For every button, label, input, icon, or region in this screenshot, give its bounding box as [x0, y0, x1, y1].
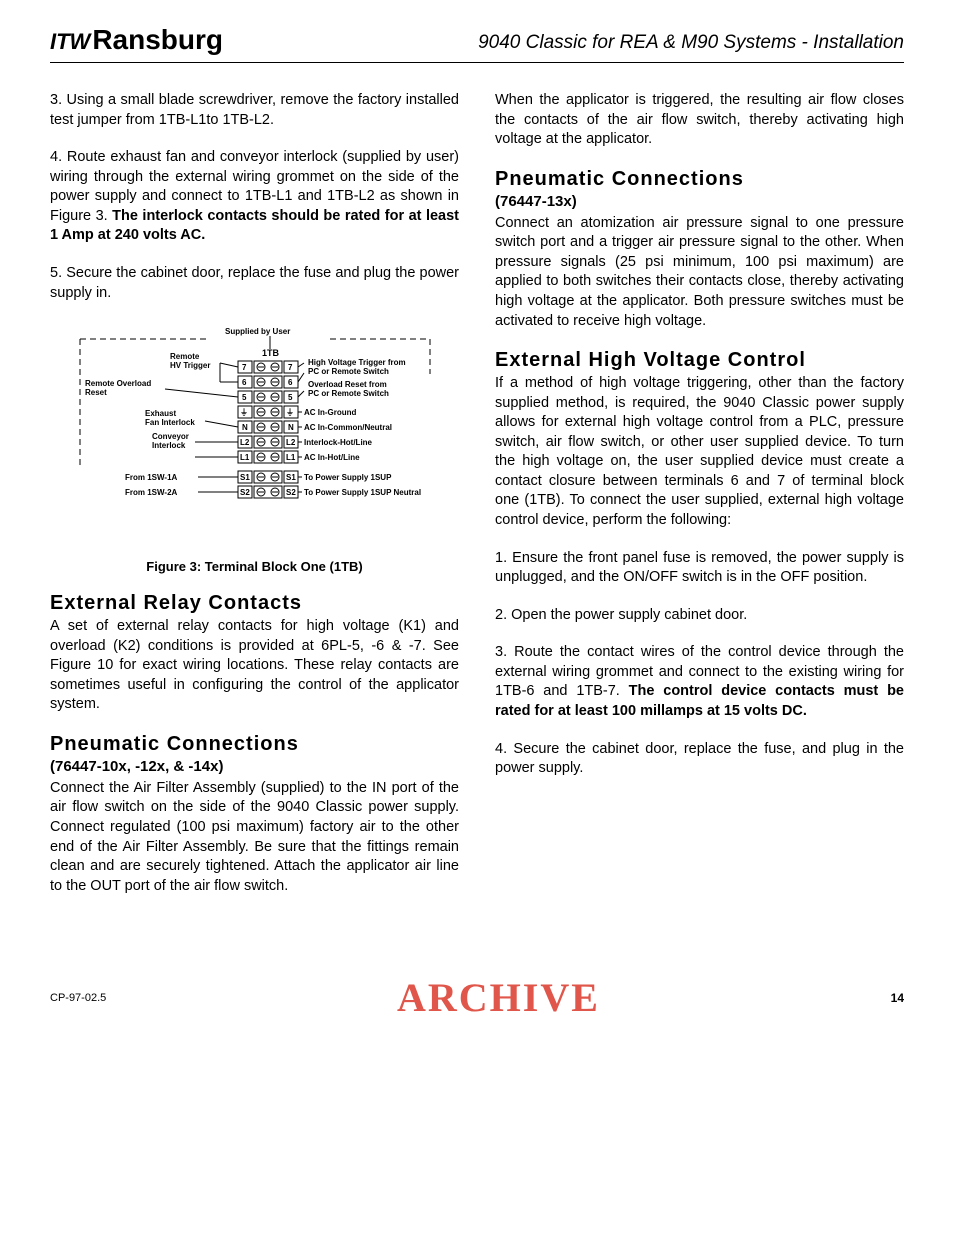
- left-column: 3. Using a small blade screwdriver, remo…: [50, 91, 459, 914]
- svg-text:5: 5: [288, 393, 293, 402]
- paragraph-3: 3. Using a small blade screwdriver, remo…: [50, 91, 459, 130]
- svg-text:RemoteHV Trigger: RemoteHV Trigger: [170, 352, 210, 370]
- para4-bold: The interlock contacts should be rated f…: [50, 208, 459, 244]
- svg-text:AC In-Common/Neutral: AC In-Common/Neutral: [304, 423, 392, 432]
- right-column: When the applicator is triggered, the re…: [495, 91, 904, 914]
- svg-text:ExhaustFan Interlock: ExhaustFan Interlock: [145, 409, 195, 427]
- svg-text:7: 7: [242, 363, 247, 372]
- svg-text:From 1SW-2A: From 1SW-2A: [125, 488, 178, 497]
- doc-id: CP-97-02.5: [50, 992, 106, 1004]
- svg-text:Remote OverloadReset: Remote OverloadReset: [85, 379, 151, 397]
- svg-text:S2: S2: [286, 488, 296, 497]
- heading-pneumatic-1: Pneumatic Connections: [50, 733, 459, 756]
- svg-text:N: N: [288, 423, 294, 432]
- external-hv-body: If a method of high voltage triggering, …: [495, 374, 904, 531]
- figure-3-caption: Figure 3: Terminal Block One (1TB): [50, 559, 459, 574]
- svg-text:5: 5: [242, 393, 247, 402]
- svg-text:ConveyorInterlock: ConveyorInterlock: [152, 432, 189, 450]
- paragraph-4: 4. Route exhaust fan and conveyor interl…: [50, 148, 459, 246]
- paragraph-5: 5. Secure the cabinet door, replace the …: [50, 264, 459, 303]
- terminal-rows: 7 7 6 6: [238, 361, 298, 498]
- svg-text:To Power Supply 1SUP: To Power Supply 1SUP: [304, 473, 392, 482]
- svg-text:AC In-Ground: AC In-Ground: [304, 408, 357, 417]
- page-footer: CP-97-02.5 ARCHIVE 14: [50, 974, 904, 1021]
- svg-text:⏚: ⏚: [286, 408, 294, 417]
- page-title: 9040 Classic for REA & M90 Systems - Ins…: [263, 32, 904, 54]
- svg-text:⏚: ⏚: [240, 408, 248, 417]
- logo-itw: ITW: [50, 29, 90, 55]
- archive-stamp: ARCHIVE: [106, 974, 890, 1021]
- svg-text:7: 7: [288, 363, 293, 372]
- svg-text:6: 6: [288, 378, 293, 387]
- step-3: 3. Route the contact wires of the contro…: [495, 643, 904, 721]
- svg-text:6: 6: [242, 378, 247, 387]
- pneumatic-2-subhead: (76447-13x): [495, 193, 904, 210]
- svg-text:S2: S2: [240, 488, 250, 497]
- page-header: ITWRansburg 9040 Classic for REA & M90 S…: [50, 24, 904, 63]
- terminal-block-diagram: Supplied by User 1TB 7 7: [70, 321, 440, 551]
- top-paragraph: When the applicator is triggered, the re…: [495, 91, 904, 150]
- pneumatic-2-body: Connect an atomization air pressure sign…: [495, 214, 904, 331]
- label-supplied: Supplied by User: [225, 327, 290, 336]
- step-4: 4. Secure the cabinet door, replace the …: [495, 740, 904, 779]
- svg-text:L2: L2: [240, 438, 250, 447]
- svg-text:S1: S1: [240, 473, 250, 482]
- pneumatic-1-subhead: (76447-10x, -12x, & -14x): [50, 758, 459, 775]
- content-columns: 3. Using a small blade screwdriver, remo…: [50, 91, 904, 914]
- logo-main: Ransburg: [92, 24, 223, 56]
- step-2: 2. Open the power supply cabinet door.: [495, 606, 904, 626]
- svg-text:Overload Reset fromPC or Remot: Overload Reset fromPC or Remote Switch: [308, 380, 389, 398]
- svg-text:Interlock-Hot/Line: Interlock-Hot/Line: [304, 438, 373, 447]
- svg-text:S1: S1: [286, 473, 296, 482]
- svg-text:To Power Supply 1SUP Neutral: To Power Supply 1SUP Neutral: [304, 488, 421, 497]
- heading-pneumatic-2: Pneumatic Connections: [495, 168, 904, 191]
- svg-text:AC In-Hot/Line: AC In-Hot/Line: [304, 453, 360, 462]
- external-relay-body: A set of external relay contacts for hig…: [50, 617, 459, 715]
- label-1tb: 1TB: [262, 348, 280, 358]
- svg-text:L1: L1: [286, 453, 296, 462]
- svg-text:L2: L2: [286, 438, 296, 447]
- svg-text:N: N: [242, 423, 248, 432]
- svg-text:L1: L1: [240, 453, 250, 462]
- heading-external-relay: External Relay Contacts: [50, 592, 459, 615]
- figure-3: Supplied by User 1TB 7 7: [50, 321, 459, 574]
- page-number: 14: [891, 991, 904, 1005]
- pneumatic-1-body: Connect the Air Filter Assembly (supplie…: [50, 779, 459, 896]
- archive-text: ARCHIVE: [397, 975, 600, 1020]
- step-1: 1. Ensure the front panel fuse is remove…: [495, 549, 904, 588]
- heading-external-hv: External High Voltage Control: [495, 349, 904, 372]
- svg-text:High Voltage Trigger fromPC or: High Voltage Trigger fromPC or Remote Sw…: [308, 358, 406, 376]
- logo: ITWRansburg: [50, 24, 223, 56]
- svg-text:From 1SW-1A: From 1SW-1A: [125, 473, 178, 482]
